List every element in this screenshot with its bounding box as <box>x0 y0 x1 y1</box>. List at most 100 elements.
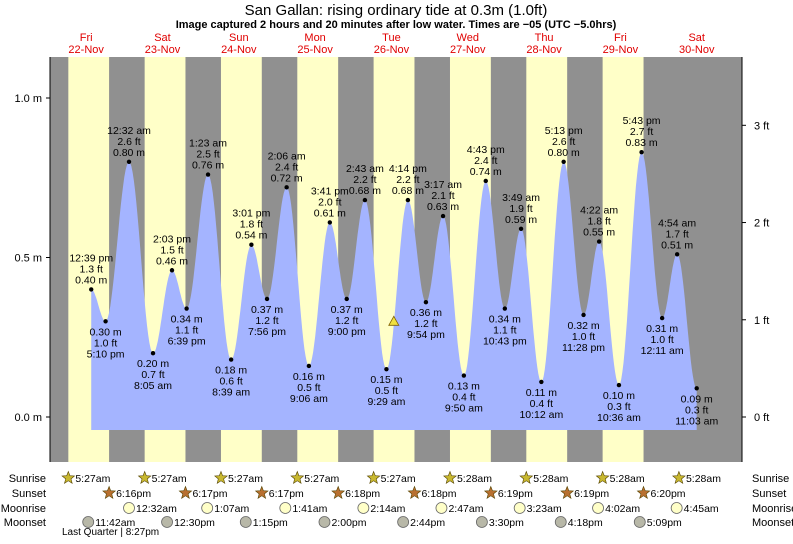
tide-time: 8:05 am <box>134 380 172 392</box>
tide-time: 9:50 am <box>445 403 483 415</box>
tide-time: 2:03 pm <box>153 233 191 245</box>
tide-point <box>440 213 446 219</box>
day-date: 30-Nov <box>679 44 715 56</box>
moonrise-icon <box>279 502 292 514</box>
tide-time: 2:43 am <box>346 163 384 175</box>
day-date: 28-Nov <box>526 44 562 56</box>
tide-time: 1:23 am <box>189 138 227 150</box>
day-name: Sat <box>154 32 171 44</box>
tide-height-ft: 0.5 ft <box>297 382 320 394</box>
tide-height-ft: 1.8 ft <box>587 216 610 228</box>
sunset-icon <box>560 485 575 499</box>
tide-height-ft: 0.3 ft <box>685 404 708 416</box>
tide-point <box>184 306 189 311</box>
tide-point <box>228 357 234 362</box>
tide-height-ft: 0.3 ft <box>607 401 630 413</box>
moonrise-time: 4:45am <box>684 503 719 515</box>
moonrise-icon <box>435 502 448 514</box>
sunrise-time: 5:27am <box>228 473 263 485</box>
tide-height-m: 0.51 m <box>661 239 693 251</box>
tide-area <box>91 152 697 430</box>
tide-point <box>344 296 349 302</box>
sunset-icon <box>483 485 498 499</box>
tide-point <box>169 268 175 273</box>
moonrise-icon <box>357 502 370 514</box>
moonrise-time: 1:41am <box>292 503 327 515</box>
y-tick-label: 0.0 m <box>14 412 42 424</box>
tide-height-m: 0.30 m <box>90 326 122 338</box>
moonrise-icon <box>123 502 135 514</box>
sunset-icon <box>636 485 651 499</box>
sunrise-icon <box>214 470 228 484</box>
tide-height-m: 0.31 m <box>646 323 678 335</box>
moonset-icon <box>397 516 410 528</box>
tide-point <box>103 319 108 324</box>
sunset-time: 6:17pm <box>269 488 304 500</box>
tide-time: 4:43 pm <box>467 144 505 156</box>
moonset-icon <box>475 516 488 528</box>
tide-point <box>89 287 94 292</box>
moonrise-row-label-right: Moonrise <box>752 503 793 515</box>
moonrise-time: 3:23am <box>527 503 562 515</box>
moonrise-icon <box>592 502 604 514</box>
tide-time: 7:56 pm <box>248 326 286 338</box>
moonset-time: 3:30pm <box>489 517 524 529</box>
day-date: 25-Nov <box>297 44 333 56</box>
tide-time: 10:36 am <box>597 412 641 424</box>
tide-height-m: 0.34 m <box>171 314 203 326</box>
moon-phase: Last Quarter | 8:27pm <box>62 527 159 538</box>
sunset-time: 6:20pm <box>651 488 686 500</box>
tide-time: 12:32 am <box>107 125 151 137</box>
moonrise-row-label: Moonrise <box>1 503 46 515</box>
tide-point <box>384 366 389 372</box>
tide-point <box>362 197 368 203</box>
tide-height-m: 0.36 m <box>410 307 442 319</box>
tide-height-ft: 1.0 ft <box>650 334 673 346</box>
tide-height-m: 0.18 m <box>215 365 247 377</box>
tide-height-m: 0.37 m <box>251 304 283 316</box>
tide-height-ft: 2.6 ft <box>552 136 575 148</box>
tide-height-ft: 0.5 ft <box>375 385 398 397</box>
y-right-tick-label: 3 ft <box>754 120 769 132</box>
tide-time: 8:39 am <box>212 387 250 399</box>
tide-point <box>581 312 586 318</box>
tide-time: 9:29 am <box>367 396 405 408</box>
tide-height-m: 0.09 m <box>681 393 713 405</box>
tide-height-m: 0.80 m <box>548 147 580 159</box>
sunrise-icon <box>137 470 152 484</box>
sunrise-time: 5:28am <box>610 473 645 485</box>
y-tick-label: 1.0 m <box>14 93 42 105</box>
tide-height-m: 0.15 m <box>370 374 402 386</box>
tide-height-ft: 1.2 ft <box>335 315 358 327</box>
tide-height-m: 0.63 m <box>427 201 459 213</box>
tide-time: 9:54 pm <box>407 329 445 341</box>
y-right-tick-label: 0 ft <box>754 412 769 424</box>
sunset-time: 6:17pm <box>192 488 227 500</box>
sunset-time: 6:18pm <box>421 488 456 500</box>
tide-height-ft: 1.9 ft <box>509 203 532 215</box>
axes: 0.0 m 0.5 m 1.0 m 0 ft 1 ft 2 ft 3 ft <box>14 57 769 462</box>
tide-time: 5:43 pm <box>623 115 661 127</box>
tide-height-m: 0.11 m <box>526 387 558 399</box>
tide-height-ft: 2.7 ft <box>630 126 653 138</box>
tide-point <box>264 296 270 302</box>
sunset-time: 6:19pm <box>574 488 609 500</box>
y-right-tick-label: 1 ft <box>754 315 769 327</box>
day-name: Fri <box>80 32 93 44</box>
moonset-time: 4:18pm <box>568 517 603 529</box>
tide-time: 11:28 pm <box>562 342 605 354</box>
sunrise-time: 5:27am <box>75 473 110 485</box>
day-date: 22-Nov <box>68 44 104 56</box>
tide-time: 10:12 am <box>519 409 563 421</box>
moonset-row-label-right: Moonset <box>752 517 793 529</box>
tide-height-m: 0.10 m <box>603 390 635 402</box>
moonset-time: 2:00pm <box>331 517 366 529</box>
sunrise-icon <box>443 470 457 484</box>
moonset-row-label: Moonset <box>4 517 46 529</box>
tide-time: 5:13 pm <box>545 125 583 137</box>
tide-height-ft: 1.8 ft <box>240 219 263 231</box>
sunset-time: 6:18pm <box>345 488 380 500</box>
tide-height-ft: 2.1 ft <box>431 190 454 202</box>
moonset-time: 1:15pm <box>253 517 288 529</box>
day-name: Sat <box>688 32 705 44</box>
